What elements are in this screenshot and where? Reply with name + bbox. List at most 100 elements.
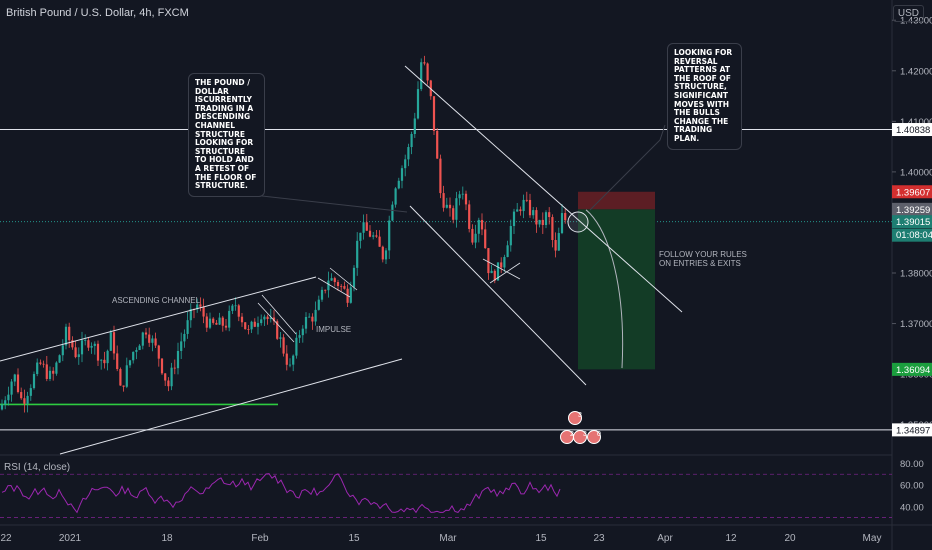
- rsi-tick-label[interactable]: 40.00: [900, 502, 924, 513]
- price-tick-label[interactable]: 1.42000: [900, 66, 932, 77]
- price-tick-label[interactable]: 1.40000: [900, 167, 932, 178]
- candle-body: [452, 208, 455, 220]
- take-profit-zone[interactable]: [578, 209, 655, 370]
- price-tick-label[interactable]: 1.37000: [900, 319, 932, 330]
- currency-button[interactable]: USD: [892, 5, 924, 22]
- candle-body: [496, 262, 500, 281]
- ascending-channel-top[interactable]: [0, 276, 317, 362]
- candle-body: [423, 62, 426, 64]
- candle-body: [74, 347, 77, 358]
- candle-body: [202, 306, 205, 317]
- candle-body: [250, 321, 253, 330]
- event-marker[interactable]: [587, 430, 601, 444]
- stop-loss-zone[interactable]: [578, 191, 655, 210]
- candle-body: [157, 345, 160, 359]
- time-axis[interactable]: 22 2021 18 Feb 15 Mar 15 23 Apr 12 20 May: [0, 533, 881, 544]
- short-position-tool[interactable]: [578, 191, 655, 370]
- candle-body: [36, 362, 39, 375]
- event-marker[interactable]: [568, 411, 582, 425]
- price-tick-label[interactable]: 1.41000: [900, 117, 932, 128]
- trend-drawings[interactable]: [0, 65, 683, 455]
- candle-body: [61, 345, 64, 356]
- candle-body: [551, 217, 554, 241]
- impulse-line-a[interactable]: [257, 302, 295, 343]
- candle-body: [26, 395, 29, 404]
- time-tick-label[interactable]: 22: [0, 533, 12, 544]
- event-marker-count: 3: [583, 431, 587, 438]
- rsi-title[interactable]: RSI (14, close): [4, 462, 71, 473]
- time-tick-label[interactable]: 20: [784, 533, 796, 544]
- time-tick-label[interactable]: 2021: [59, 533, 82, 544]
- candle-body: [506, 245, 509, 258]
- candle-body: [477, 219, 480, 234]
- rsi-tick-label[interactable]: 80.00: [900, 459, 924, 470]
- candle-body: [359, 232, 362, 241]
- candle-body: [330, 278, 333, 281]
- candle-body: [93, 343, 96, 346]
- candle-body: [58, 355, 61, 363]
- price-label-bg: [892, 215, 932, 229]
- candle-body: [532, 210, 535, 216]
- small-flag-line-b[interactable]: [489, 262, 521, 284]
- time-tick-label[interactable]: Mar: [439, 533, 457, 544]
- price-label: 1.39259: [896, 205, 930, 216]
- right-note[interactable]: LOOKING FOR REVERSAL PATTERNS AT THE ROO…: [667, 43, 742, 150]
- event-marker[interactable]: [573, 430, 587, 444]
- time-tick-label[interactable]: 15: [535, 533, 547, 544]
- price-label-bg: [892, 185, 932, 199]
- candle-body: [103, 359, 106, 364]
- candle-body: [372, 235, 375, 237]
- candle-body: [170, 367, 173, 387]
- event-markers[interactable]: 3 2 3 0: [560, 411, 602, 444]
- candle-body: [160, 358, 164, 374]
- left-note[interactable]: THE POUND / DOLLAR ISCURRENTLY TRADING I…: [188, 73, 265, 197]
- symbol-title[interactable]: British Pound / U.S. Dollar, 4h, FXCM: [6, 7, 189, 19]
- candle-body: [212, 318, 215, 323]
- descending-channel-bottom[interactable]: [409, 205, 587, 386]
- candle-body: [272, 317, 276, 322]
- time-tick-label[interactable]: 18: [161, 533, 173, 544]
- price-label: 1.34897: [896, 425, 930, 436]
- candle-body: [336, 282, 340, 287]
- candle-body: [128, 360, 132, 366]
- candle-body: [32, 374, 36, 389]
- time-tick-label[interactable]: 23: [593, 533, 605, 544]
- impulse-label[interactable]: IMPULSE: [316, 325, 352, 334]
- ascending-channel-bottom[interactable]: [59, 358, 403, 455]
- ascending-channel-label[interactable]: ASCENDING CHANNEL: [112, 296, 201, 305]
- candle-body: [240, 316, 244, 323]
- candle-body: [413, 118, 416, 134]
- mini-channel-line-b[interactable]: [329, 267, 358, 291]
- candle-body: [400, 168, 404, 181]
- candle-body: [45, 364, 48, 379]
- follow-rules-label-2[interactable]: ON ENTRIES & EXITS: [659, 259, 741, 268]
- candle-body: [224, 325, 228, 328]
- price-label-bg: [892, 423, 932, 437]
- rsi-tick-label[interactable]: 60.00: [900, 481, 924, 492]
- rsi-line[interactable]: [1, 473, 561, 514]
- highlight-circle[interactable]: [567, 211, 589, 233]
- descending-channel-top[interactable]: [404, 65, 683, 313]
- projected-path-curve[interactable]: [585, 209, 624, 369]
- candle-body: [112, 332, 116, 354]
- time-tick-label[interactable]: 15: [348, 533, 360, 544]
- candle-body: [52, 370, 55, 374]
- time-tick-label[interactable]: Apr: [657, 533, 673, 544]
- price-label-bg: [892, 123, 932, 137]
- candle-body: [167, 380, 170, 387]
- candle-body: [68, 326, 71, 341]
- mini-channel-line-a[interactable]: [317, 277, 351, 298]
- candle-body: [189, 309, 192, 321]
- rsi-pane[interactable]: 80.00 60.00 40.00: [0, 459, 924, 518]
- time-tick-label[interactable]: Feb: [251, 533, 269, 544]
- candle-body: [173, 367, 176, 369]
- impulse-line-b[interactable]: [261, 294, 297, 335]
- price-tick-label[interactable]: 1.38000: [900, 269, 932, 280]
- small-flag-line-a[interactable]: [482, 258, 521, 280]
- follow-rules-label-1[interactable]: FOLLOW YOUR RULES: [659, 250, 747, 259]
- time-tick-label[interactable]: May: [863, 533, 882, 544]
- candle-body: [42, 363, 45, 365]
- time-tick-label[interactable]: 12: [725, 533, 737, 544]
